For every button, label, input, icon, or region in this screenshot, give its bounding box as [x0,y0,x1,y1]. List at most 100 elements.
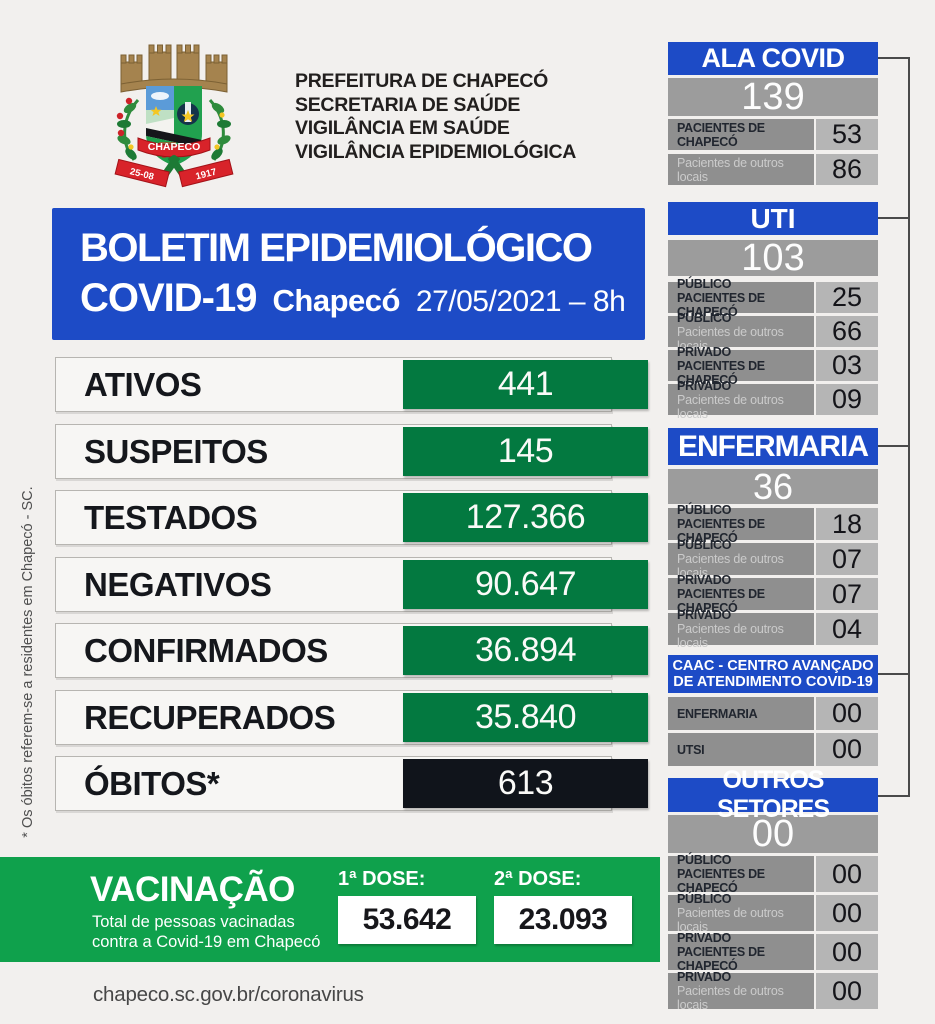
hospital-row: PÚBLICO Pacientes de outros locais 00 [668,892,878,934]
section-title: ENFERMARIA [668,428,878,465]
crown-icon [120,44,228,93]
hospital-row-value: 00 [816,733,878,766]
title-banner: BOLETIM EPIDEMIOLÓGICO COVID-19 Chapecó … [52,208,645,340]
stat-row-obitos: ÓBITOS* 613 [55,756,648,811]
vaccination-band: VACINAÇÃO Total de pessoas vacinadas con… [0,857,660,962]
hospital-row-label: PÚBLICO Pacientes de outros locais [668,892,814,934]
hospital-row-value: 00 [816,934,878,970]
stat-value: 127.366 [403,493,648,542]
org-line-1: PREFEITURA DE CHAPECÓ [295,70,548,92]
dose1-label: 1ª DOSE: [338,868,426,890]
org-line-2: SECRETARIA DE SAÚDE [295,93,521,116]
bracket-line [908,57,910,797]
hospital-row: PÚBLICO PACIENTES DE CHAPECÓ 00 [668,853,878,895]
stat-row-ativos: ATIVOS 441 [55,357,648,412]
dose1-value: 53.642 [338,896,476,944]
hospital-row-value: 86 [816,154,878,185]
hospital-row-label: PRIVADO Pacientes de outros locais [668,379,814,421]
laurel-branches-icon [116,97,231,161]
bracket-tick [878,673,910,675]
section-total: 00 [668,813,878,855]
hospital-row-label: PÚBLICO PACIENTES DE CHAPECÓ [668,853,814,895]
stat-value: 145 [403,427,648,476]
stat-value: 35.840 [403,693,648,742]
hospital-row-value: 03 [816,350,878,381]
hospital-row-label: PACIENTES DE CHAPECÓ [668,119,814,150]
stat-value: 441 [403,360,648,409]
banner-covid19: COVID-19 [80,276,257,320]
bracket-tick [878,217,910,219]
vaccination-title: VACINAÇÃO [90,870,295,909]
deaths-footnote: * Os óbitos referem-se a residentes em C… [20,486,36,838]
bracket-tick [878,57,910,59]
hospital-row-value: 00 [816,697,878,730]
hospital-row: PÚBLICO Pacientes de outros locais 66 [668,311,878,353]
hospital-row-label: ENFERMARIA [668,697,814,730]
logo-city-name: CHAPECO [148,141,201,153]
section-total: 36 [668,466,878,507]
hospital-row-value: 00 [816,895,878,931]
hospital-row: PRIVADO Pacientes de outros locais 04 [668,608,878,650]
hospital-row-label: PÚBLICO PACIENTES DE CHAPECÓ [668,277,814,319]
stat-label: NEGATIVOS [84,565,272,603]
banner-title-line2: COVID-19 Chapecó 27/05/2021 – 8h [80,276,626,321]
stat-label: ÓBITOS* [84,764,220,802]
hospital-row-value: 18 [816,508,878,540]
dose2-value: 23.093 [494,896,632,944]
hospital-row-value: 00 [816,973,878,1009]
hospital-row-value: 09 [816,384,878,415]
hospital-row-value: 07 [816,543,878,575]
hospital-row: UTSI 00 [668,733,878,766]
stat-row-suspeitos: SUSPEITOS 145 [55,424,648,479]
logo-date-right: 1917 [195,167,218,183]
hospital-row-label: PRIVADO Pacientes de outros locais [668,608,814,650]
date-ribbon: 25-08 1917 [114,154,234,188]
bracket-tick [878,795,910,797]
section-outros-setores: OUTROS SETORES 00 PÚBLICO PACIENTES DE C… [668,766,878,1012]
bracket-tick [878,445,910,447]
section-caac: CAAC - CENTRO AVANÇADO DE ATENDIMENTO CO… [668,655,878,766]
hospital-row: PÚBLICO PACIENTES DE CHAPECÓ 25 [668,277,878,319]
stat-label: ATIVOS [84,365,202,403]
stat-value: 613 [403,759,648,808]
stat-value: 90.647 [403,560,648,609]
stat-value: 36.894 [403,626,648,675]
section-total: 139 [668,76,878,118]
section-enfermaria: ENFERMARIA 36 PÚBLICO PACIENTES DE CHAPE… [668,428,878,650]
section-title: ALA COVID [668,42,878,75]
hospital-row-value: 04 [816,613,878,645]
hospital-row-label: PRIVADO Pacientes de outros locais [668,970,814,1012]
hospital-row: PRIVADO PACIENTES DE CHAPECÓ 03 [668,345,878,387]
banner-title-line1: BOLETIM EPIDEMIOLÓGICO [80,226,593,270]
chapeco-coat-of-arms: CHAPECO 25-08 1917 [114,44,234,188]
stat-row-negativos: NEGATIVOS 90.647 [55,557,648,612]
hospital-row: ENFERMARIA 00 [668,697,878,730]
footer-url: chapeco.sc.gov.br/coronavirus [93,983,364,1006]
hospital-row-value: 07 [816,578,878,610]
hospital-row-label: PRIVADO PACIENTES DE CHAPECÓ [668,345,814,387]
section-title: UTI [668,202,878,235]
hospital-row-value: 53 [816,119,878,150]
hospital-row: PACIENTES DE CHAPECÓ 53 [668,119,878,150]
hospital-row-value: 25 [816,282,878,313]
hospital-row: PRIVADO Pacientes de outros locais 09 [668,379,878,421]
org-line-3: VIGILÂNCIA EM SAÚDE [295,117,510,139]
section-total: 103 [668,237,878,279]
section-title: OUTROS SETORES [668,766,878,823]
stat-label: SUSPEITOS [84,432,268,470]
hospital-row-value: 66 [816,316,878,347]
org-header: PREFEITURA DE CHAPECÓ SECRETARIA DE SAÚD… [295,70,576,164]
hospital-row-label: PRIVADO PACIENTES DE CHAPECÓ [668,573,814,615]
stat-row-confirmados: CONFIRMADOS 36.894 [55,623,648,678]
hospital-row-label: PRIVADO PACIENTES DE CHAPECÓ [668,931,814,973]
stat-label: TESTADOS [84,498,258,536]
section-uti: UTI 103 PÚBLICO PACIENTES DE CHAPECÓ 25 … [668,202,878,421]
banner-datetime: 27/05/2021 – 8h [415,285,626,318]
hospital-row: Pacientes de outros locais 86 [668,154,878,185]
hospital-row-label: Pacientes de outros locais [668,154,814,185]
section-title: CAAC - CENTRO AVANÇADO DE ATENDIMENTO CO… [668,655,878,693]
hospital-row: PRIVADO PACIENTES DE CHAPECÓ 00 [668,931,878,973]
hospital-row-label: PÚBLICO PACIENTES DE CHAPECÓ [668,503,814,545]
stat-row-recuperados: RECUPERADOS 35.840 [55,690,648,745]
